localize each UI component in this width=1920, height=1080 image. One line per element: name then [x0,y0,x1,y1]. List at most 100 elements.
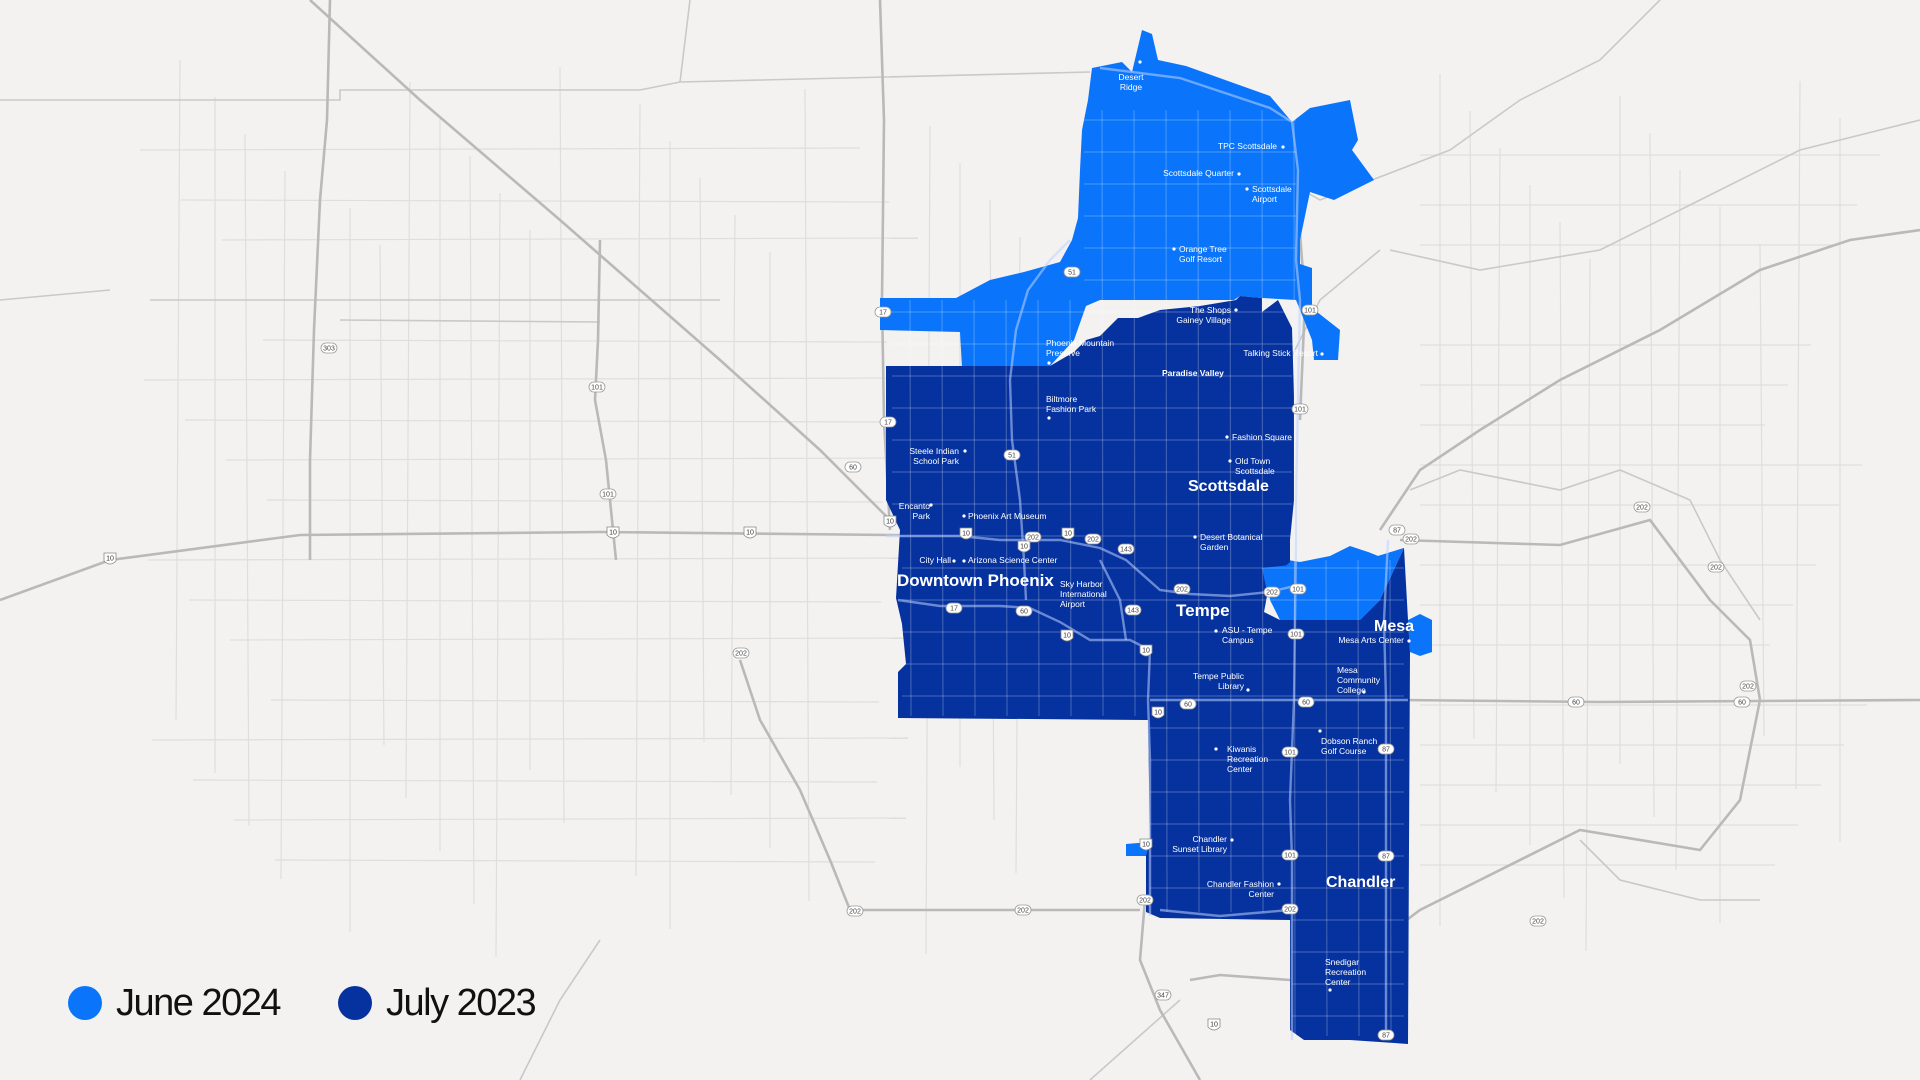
street-line [192,779,878,783]
street-line [262,339,888,343]
route-shield-60: 60 [844,461,862,473]
poi-mesa-college: Mesa Community College [1337,665,1381,695]
interstate-shield-10: 10 [1060,629,1074,642]
svg-text:101: 101 [1304,308,1316,315]
route-shield-101: 101 [1281,849,1299,861]
route-shield-17: 17 [879,416,897,428]
svg-text:10: 10 [1064,531,1072,538]
poi-desert-botanical: Desert Botanical Garden [1193,532,1262,552]
interstate-shield-10: 10 [1207,1018,1221,1031]
route-shield-87: 87 [1377,1029,1395,1041]
route-shield-101: 101 [599,488,617,500]
interstate-shield-10: 10 [103,552,117,565]
route-shield-60: 60 [1567,696,1585,708]
route-shield-202: 202 [1281,903,1299,915]
poi-asu-tempe: ASU - Tempe Campus [1214,625,1273,645]
interstate-shield-10: 10 [1061,527,1075,540]
poi-chandler-fashion: Chandler Fashion Center [1207,879,1281,899]
route-shield-202: 202 [1173,583,1191,595]
route-shield-202: 202 [1707,561,1725,573]
legend-label-june-2024: June 2024 [116,981,282,1024]
poi-talking-stick: Talking Stick Resort [1243,348,1324,358]
poi-tempe-library: Tempe Public Library [1193,671,1250,692]
route-shield-101: 101 [1291,403,1309,415]
legend-item-july-2023: July 2023 [338,982,537,1025]
svg-text:202: 202 [1266,590,1278,597]
route-shield-87: 87 [1377,743,1395,755]
poi-scottsdale-airport: Scottsdale Airport [1245,184,1292,204]
svg-text:143: 143 [1120,547,1132,554]
svg-text:10: 10 [962,531,970,538]
poi-phoenix-art: Phoenix Art Museum [962,511,1046,521]
poi-snedigar: Snedigar Recreation Center [1325,957,1366,992]
svg-text:87: 87 [1393,528,1401,535]
poi-shops-gainey: The Shops Gainey Village [1176,305,1238,325]
route-shield-202: 202 [732,647,750,659]
poi-city-hall: City Hall [919,555,956,565]
interstate-shield-10: 10 [743,526,757,539]
route-shield-87: 87 [1377,850,1395,862]
route-shield-101: 101 [1301,304,1319,316]
street-line [270,699,880,703]
street-line [180,199,890,203]
svg-text:347: 347 [1157,993,1169,1000]
svg-text:202: 202 [1176,587,1188,594]
street-line [495,192,501,958]
zone-street-line [909,299,912,717]
svg-text:Arizona Science Center: Arizona Science Center [968,555,1057,565]
interstate-shield-10: 10 [1139,838,1153,851]
city-label-scottsdale: Scottsdale [1188,478,1269,495]
svg-text:143: 143 [1127,608,1139,615]
svg-text:202: 202 [1017,908,1029,915]
poi-arizona-science: Arizona Science Center [962,555,1057,565]
poi-phoenix-mountain: Phoenix Mountain Preserve [1046,338,1114,365]
city-labels: Downtown Phoenix Scottsdale Tempe Mesa C… [897,368,1414,891]
svg-text:60: 60 [1572,700,1580,707]
svg-text:10: 10 [1020,544,1028,551]
svg-text:10: 10 [1154,710,1162,717]
route-shield-101: 101 [1289,583,1307,595]
svg-text:101: 101 [1290,632,1302,639]
street-line [175,59,181,721]
route-shield-303: 303 [320,342,338,354]
svg-text:101: 101 [1284,750,1296,757]
svg-text:10: 10 [746,530,754,537]
city-label-paradise-valley: Paradise Valley [1162,368,1224,378]
route-shield-51: 51 [1063,266,1081,278]
svg-text:87: 87 [1382,854,1390,861]
city-label-chandler: Chandler [1326,874,1395,891]
svg-text:Phoenix Art Museum: Phoenix Art Museum [968,511,1046,521]
poi-mesa-arts: Mesa Arts Center [1338,635,1411,645]
street-line [147,557,913,561]
street-line [274,859,876,863]
zone-street-line [1357,559,1360,1037]
street-line [469,155,475,905]
zone-street-line [1101,109,1104,717]
route-shield-202: 202 [1136,894,1154,906]
route-shield-202: 202 [1263,586,1281,598]
legend: June 2024 July 2023 [68,980,593,1026]
city-label-tempe: Tempe [1176,601,1230,620]
zone-street-line [1389,559,1392,1037]
route-shield-60: 60 [1733,696,1751,708]
svg-text:101: 101 [1292,587,1304,594]
street-line [1795,80,1801,790]
street-line [804,88,810,902]
svg-text:51: 51 [1008,453,1016,460]
svg-text:Mesa Arts Center: Mesa Arts Center [1338,635,1404,645]
route-shield-143: 143 [1124,604,1142,616]
svg-text:10: 10 [1210,1022,1218,1029]
svg-text:202: 202 [1405,537,1417,544]
legend-swatch-june-2024 [68,986,102,1020]
